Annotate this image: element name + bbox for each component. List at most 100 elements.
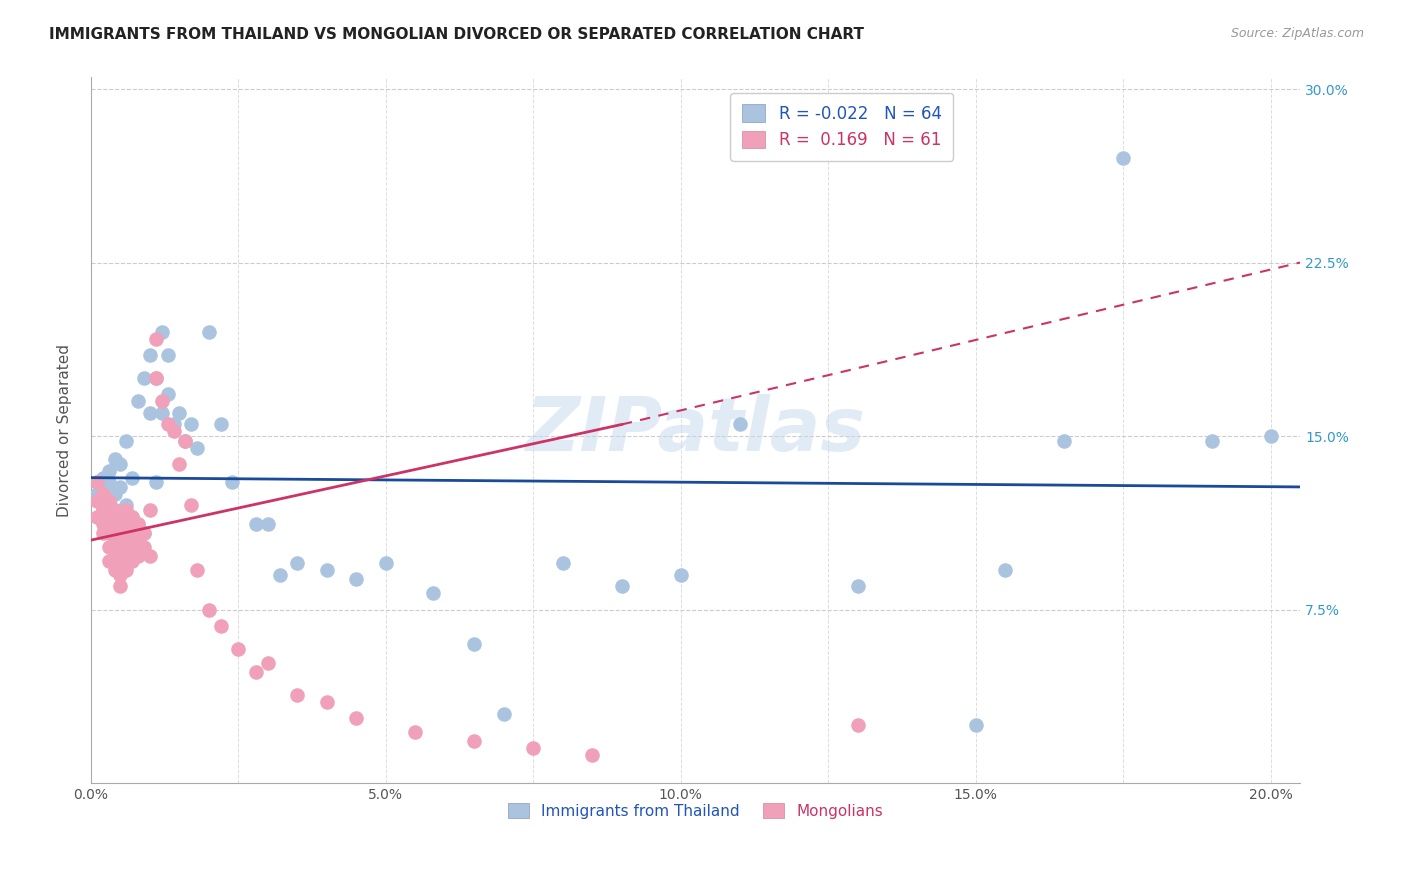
- Point: [965, 718, 987, 732]
- Point: [110, 526, 132, 541]
- Point: [551, 556, 574, 570]
- Point: [91, 526, 114, 541]
- Point: [97, 475, 120, 490]
- Point: [121, 510, 143, 524]
- Point: [110, 480, 132, 494]
- Point: [132, 526, 155, 541]
- Point: [110, 508, 132, 522]
- Point: [97, 464, 120, 478]
- Point: [463, 637, 485, 651]
- Point: [581, 748, 603, 763]
- Point: [374, 556, 396, 570]
- Point: [115, 503, 138, 517]
- Point: [97, 554, 120, 568]
- Point: [132, 540, 155, 554]
- Point: [91, 470, 114, 484]
- Point: [1112, 152, 1135, 166]
- Point: [198, 602, 221, 616]
- Point: [245, 516, 267, 531]
- Point: [1260, 429, 1282, 443]
- Point: [91, 503, 114, 517]
- Point: [156, 387, 179, 401]
- Point: [121, 510, 143, 524]
- Point: [1201, 434, 1223, 448]
- Point: [127, 394, 149, 409]
- Point: [91, 503, 114, 517]
- Point: [132, 371, 155, 385]
- Point: [115, 516, 138, 531]
- Legend: Immigrants from Thailand, Mongolians: Immigrants from Thailand, Mongolians: [502, 797, 890, 825]
- Point: [121, 554, 143, 568]
- Point: [139, 348, 162, 362]
- Point: [198, 325, 221, 339]
- Point: [97, 493, 120, 508]
- Point: [404, 725, 426, 739]
- Point: [287, 556, 309, 570]
- Point: [97, 510, 120, 524]
- Point: [846, 579, 869, 593]
- Point: [315, 695, 337, 709]
- Point: [669, 567, 692, 582]
- Point: [209, 618, 232, 632]
- Point: [127, 516, 149, 531]
- Point: [162, 425, 184, 439]
- Point: [150, 406, 173, 420]
- Point: [169, 457, 191, 471]
- Point: [86, 475, 108, 490]
- Point: [115, 549, 138, 564]
- Point: [103, 503, 125, 517]
- Point: [110, 457, 132, 471]
- Point: [492, 706, 515, 721]
- Point: [115, 434, 138, 448]
- Point: [344, 573, 367, 587]
- Point: [103, 503, 125, 517]
- Point: [169, 406, 191, 420]
- Point: [174, 434, 197, 448]
- Point: [97, 526, 120, 541]
- Point: [610, 579, 633, 593]
- Point: [103, 516, 125, 531]
- Point: [121, 470, 143, 484]
- Point: [103, 516, 125, 531]
- Point: [103, 533, 125, 548]
- Y-axis label: Divorced or Separated: Divorced or Separated: [58, 343, 72, 516]
- Point: [110, 554, 132, 568]
- Point: [150, 394, 173, 409]
- Point: [127, 516, 149, 531]
- Point: [315, 563, 337, 577]
- Point: [145, 371, 167, 385]
- Point: [257, 516, 280, 531]
- Point: [269, 567, 291, 582]
- Point: [110, 540, 132, 554]
- Point: [344, 711, 367, 725]
- Point: [728, 417, 751, 432]
- Point: [846, 718, 869, 732]
- Point: [139, 549, 162, 564]
- Point: [994, 563, 1017, 577]
- Point: [86, 493, 108, 508]
- Point: [127, 549, 149, 564]
- Point: [103, 563, 125, 577]
- Text: ZIPatlas: ZIPatlas: [526, 393, 866, 467]
- Point: [86, 475, 108, 490]
- Point: [221, 475, 243, 490]
- Point: [115, 533, 138, 548]
- Point: [115, 499, 138, 513]
- Point: [97, 540, 120, 554]
- Point: [463, 734, 485, 748]
- Point: [245, 665, 267, 679]
- Point: [257, 656, 280, 670]
- Point: [121, 533, 143, 548]
- Point: [86, 487, 108, 501]
- Text: Source: ZipAtlas.com: Source: ZipAtlas.com: [1230, 27, 1364, 40]
- Point: [139, 406, 162, 420]
- Point: [150, 325, 173, 339]
- Point: [121, 526, 143, 541]
- Point: [228, 641, 250, 656]
- Point: [103, 452, 125, 467]
- Point: [110, 567, 132, 582]
- Point: [186, 563, 208, 577]
- Point: [162, 417, 184, 432]
- Point: [97, 510, 120, 524]
- Point: [97, 493, 120, 508]
